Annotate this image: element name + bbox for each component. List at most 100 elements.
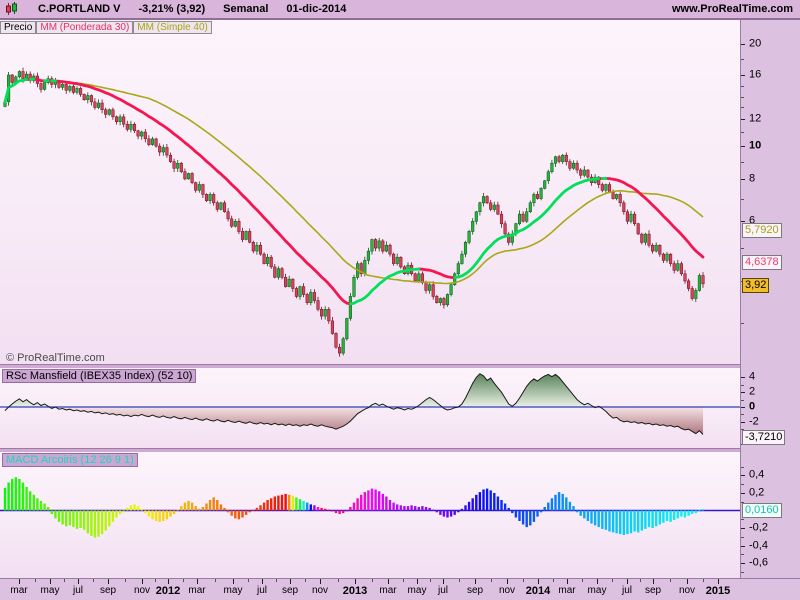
candles-and-averages [3,67,705,357]
time-tick-minor [670,579,671,582]
time-tick-minor [523,579,524,582]
timeframe-label: Semanal [223,3,269,15]
time-tick-minor [215,579,216,582]
time-tick [653,579,654,584]
time-tick-label: sep [466,585,484,596]
time-tick-label: sep [644,585,662,596]
time-tick-label: 2013 [342,585,368,597]
macd-indicator-label[interactable]: MACD Arcoiris (12 26 9 1) [2,453,138,467]
time-tick [262,579,263,584]
sma40-value-box: 5,7920 [742,223,782,238]
time-tick [475,579,476,584]
axis-tick [741,519,744,520]
price-chart[interactable] [0,20,740,368]
macd-histogram [0,477,740,538]
time-tick-label: jul [621,585,633,596]
axis-tick [741,119,745,120]
legend-wma30[interactable]: MM (Ponderada 30) [36,21,134,34]
symbol-name: C.PORTLAND V [38,3,121,15]
axis-tick [741,572,744,573]
time-tick [108,579,109,584]
time-tick-minor [276,579,277,582]
axis-tick [741,75,745,76]
mansfield-area [0,373,740,435]
axis-tick-label: 0,2 [749,486,765,499]
axis-tick [741,162,744,163]
time-tick-label: mar [379,585,397,596]
time-tick-label: 2014 [525,585,551,597]
time-tick-minor [155,579,156,582]
legend-sma40[interactable]: MM (Simple 40) [133,21,212,34]
axis-tick [741,323,744,324]
time-tick-minor [553,579,554,582]
time-tick [718,579,719,584]
time-tick-minor [403,579,404,582]
date-label: 01-dic-2014 [286,3,347,15]
time-tick [290,579,291,584]
axis-tick-label: 2 [749,385,756,398]
legend-price[interactable]: Precio [0,21,37,34]
axis-tick [741,407,745,408]
time-tick-minor [93,579,94,582]
axis-tick [741,97,744,98]
time-tick-minor [338,579,339,582]
time-tick [417,579,418,584]
time-tick-minor [703,579,704,582]
time-tick-minor [305,579,306,582]
mansfield-indicator-label[interactable]: RSc Mansfield (IBEX35 Index) (52 10) [2,369,197,383]
time-tick [50,579,51,584]
axis-tick [741,44,745,45]
time-tick-minor [640,579,641,582]
time-tick [687,579,688,584]
time-tick-minor [35,579,36,582]
price-axis[interactable]: 20 16 12 10 8 6 4 2 0 -2 0,4 0,2 -0,2 -0,4 -0,6 5,7920… [740,20,800,578]
panel-separator [0,364,740,368]
axis-tick [741,422,745,423]
time-tick [538,579,539,584]
macd-value-box: 0,0160 [742,503,782,518]
time-axis[interactable]: mar may jul sep nov 2012 mar may jul sep nov 2013 ma… [0,578,800,600]
axis-tick [741,179,745,180]
axis-tick-label: 16 [749,68,762,81]
time-tick-label: sep [281,585,299,596]
axis-tick [741,146,745,147]
time-tick-label: jul [256,585,268,596]
time-tick-label: nov [133,585,151,596]
axis-tick-label: 0,4 [749,468,765,481]
time-tick-minor [582,579,583,582]
time-tick [78,579,79,584]
axis-tick [741,502,744,503]
axis-tick [741,199,744,200]
axis-tick [741,400,744,401]
macd-chart[interactable] [0,452,740,578]
axis-tick [741,429,744,430]
axis-tick [741,484,744,485]
time-tick [627,579,628,584]
time-tick-label: may [40,585,60,596]
axis-tick [741,248,744,249]
axis-tick [741,493,745,494]
axis-tick [741,554,744,555]
last-price-box: 3,92 [742,278,770,293]
axis-tick [741,86,744,87]
axis-tick-label: 4 [749,370,756,383]
time-tick-label: nov [498,585,516,596]
axis-tick [741,563,745,564]
time-tick-minor [491,579,492,582]
axis-tick-label: 12 [749,112,762,125]
time-tick-minor [459,579,460,582]
title-bar: C.PORTLAND V -3,21% (3,92) Semanal 01-di… [0,0,800,20]
time-tick-minor [248,579,249,582]
axis-tick-label: 10 [749,139,762,152]
mansfield-value-box: -3,7210 [742,430,786,445]
time-tick-label: may [587,585,607,596]
price-change: -3,21% (3,92) [138,3,206,15]
axis-tick-label: -0,6 [749,556,768,569]
time-tick [355,579,356,584]
time-tick [567,579,568,584]
time-tick-label: jul [72,585,84,596]
time-tick-label: nov [678,585,696,596]
axis-tick-label: 6 [749,214,756,227]
time-tick-minor [612,579,613,582]
